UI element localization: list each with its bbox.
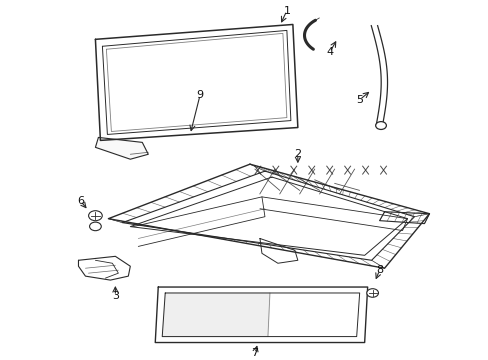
Polygon shape	[162, 293, 269, 337]
Text: 5: 5	[355, 95, 363, 105]
Text: 7: 7	[251, 348, 258, 359]
Circle shape	[89, 222, 101, 231]
Circle shape	[375, 122, 386, 130]
Text: 8: 8	[375, 265, 383, 275]
Text: 2: 2	[294, 149, 301, 159]
Text: 6: 6	[77, 196, 84, 206]
Circle shape	[366, 289, 378, 297]
Text: 1: 1	[283, 6, 290, 15]
Polygon shape	[95, 138, 148, 159]
Circle shape	[88, 211, 102, 221]
Text: 3: 3	[112, 291, 119, 301]
Text: 9: 9	[196, 90, 203, 100]
Text: 4: 4	[325, 47, 333, 57]
